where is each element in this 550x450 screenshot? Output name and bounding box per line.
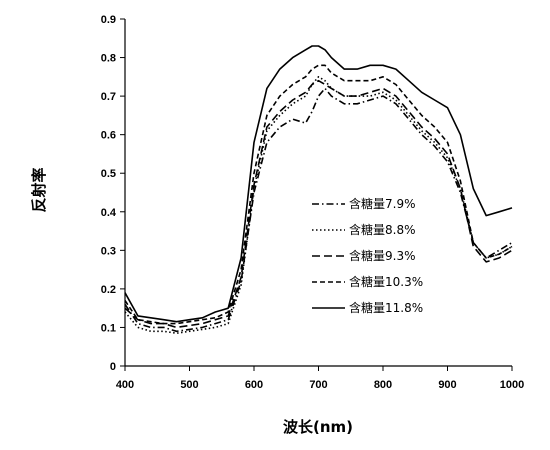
series-line-2 xyxy=(124,79,513,329)
legend-label: 含糖量7.9% xyxy=(349,196,416,211)
y-tick-label: 0.1 xyxy=(101,322,116,334)
series-line-0 xyxy=(124,87,513,333)
y-tick-label: 0.8 xyxy=(101,53,116,65)
x-tick-label: 700 xyxy=(309,379,327,391)
x-tick-label: 800 xyxy=(374,379,392,391)
y-axis-title: 反射率 xyxy=(30,167,48,212)
y-tick-label: 0.3 xyxy=(101,245,116,257)
y-tick-label: 0.6 xyxy=(101,130,116,142)
legend-label: 含糖量11.8% xyxy=(349,300,423,315)
series-line-3 xyxy=(124,64,513,325)
y-tick-label: 0 xyxy=(110,361,116,373)
series-layer xyxy=(124,45,513,334)
legend-label: 含糖量8.8% xyxy=(349,222,416,237)
legend: 含糖量7.9% 含糖量8.8% 含糖量9.3% 含糖量10.3% 含糖量11.8% xyxy=(312,196,423,315)
x-axis-title: 波长(nm) xyxy=(283,418,353,436)
series-line-4 xyxy=(124,45,513,323)
series-line-1 xyxy=(124,76,513,334)
legend-label: 含糖量10.3% xyxy=(349,274,423,289)
y-tick-label: 0.2 xyxy=(101,284,116,296)
legend-label: 含糖量9.3% xyxy=(349,248,416,263)
x-tick-label: 600 xyxy=(245,379,263,391)
x-tick-label: 500 xyxy=(180,379,198,391)
y-tick-label: 0.7 xyxy=(101,91,116,103)
y-tick-label: 0.4 xyxy=(101,207,117,219)
x-tick-label: 900 xyxy=(438,379,456,391)
y-tick-label: 0.9 xyxy=(101,14,116,26)
y-tick-label: 0.5 xyxy=(101,168,116,180)
axes: 0 0.1 0.2 0.3 0.4 0.5 0.6 0.7 0.8 0.9 400 500 600 700… xyxy=(101,14,525,391)
x-tick-label: 1000 xyxy=(500,379,524,391)
x-tick-label: 400 xyxy=(116,379,134,391)
